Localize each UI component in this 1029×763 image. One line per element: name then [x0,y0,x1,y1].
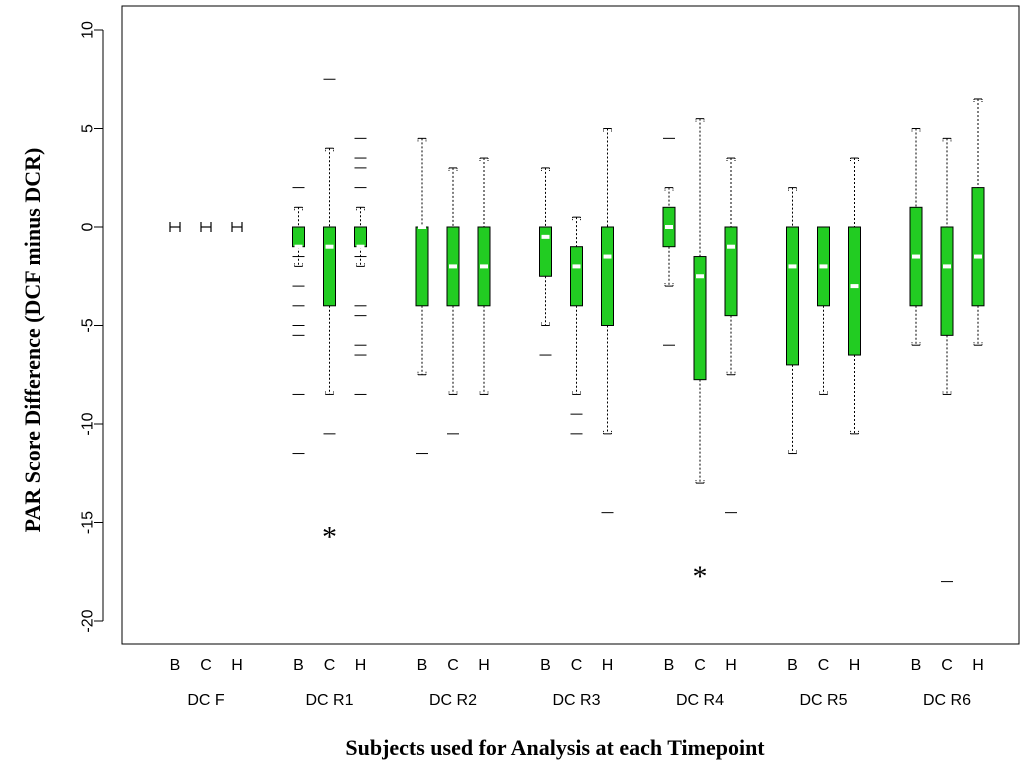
box-group [786,157,861,455]
box-group [909,98,985,583]
y-tick-label: -5 [80,318,97,332]
x-group-label: DC R3 [552,692,600,709]
x-group-label: DC R2 [429,692,477,709]
x-group-label: DC R5 [799,692,847,709]
x-sub-label: B [170,657,181,674]
box [539,226,552,277]
y-tick-label: 0 [80,222,97,231]
significance-asterisk: * [693,560,708,593]
box [323,226,336,307]
median-marker [819,264,828,269]
x-axis-labels: B C H DC F B C H DC R1 B C H DC R2 B C H DC R3 B C H DC R4 B… [170,657,984,709]
x-sub-label: H [602,657,614,674]
x-sub-label: C [818,657,830,674]
median-marker [603,254,612,259]
median-marker [572,264,581,269]
box [354,226,367,248]
x-group-label: DC F [187,692,225,709]
x-sub-label: B [417,657,428,674]
median-marker [727,244,735,249]
median-marker [325,244,334,249]
box [601,226,614,326]
median-marker [356,244,365,249]
y-tick-label: -15 [80,511,97,534]
x-sub-label: H [725,657,737,674]
x-sub-label: H [231,657,243,674]
significance-asterisk: * [322,520,337,553]
median-marker [943,264,951,269]
x-sub-label: C [447,657,459,674]
x-sub-label: B [911,657,922,674]
box-group [292,78,367,455]
x-sub-label: C [694,657,706,674]
plot-frame [121,5,1020,645]
y-tick-label: 5 [80,124,97,133]
box [570,246,583,307]
x-sub-label: H [478,657,490,674]
median-marker [696,274,704,279]
y-tick-label: -20 [80,609,97,632]
y-axis: -20 -15 -10 -5 0 5 10 [80,21,104,633]
x-sub-label: H [972,657,984,674]
x-sub-label: C [200,657,212,674]
y-tick-label: -10 [80,412,97,435]
x-sub-label: H [849,657,861,674]
box-group [169,222,243,232]
box [940,226,954,336]
x-sub-label: C [324,657,336,674]
x-sub-label: B [540,657,551,674]
box [415,226,429,307]
median-marker [480,264,488,269]
box [292,226,305,248]
x-sub-label: C [571,657,583,674]
box [971,187,985,307]
y-axis-title: PAR Score Difference (DCF minus DCR) [20,148,45,533]
x-sub-label: B [293,657,304,674]
x-group-label: DC R1 [305,692,353,709]
median-marker [541,234,550,239]
x-group-label: DC R6 [923,692,971,709]
median-marker [850,284,859,289]
median-marker [418,225,426,229]
median-marker [788,264,797,269]
median-marker [294,244,303,249]
y-tick-label: 10 [80,21,97,39]
box [724,226,738,317]
median-marker [449,264,457,269]
box [693,256,707,381]
x-sub-label: B [664,657,675,674]
x-sub-label: B [787,657,798,674]
x-group-label: DC R4 [676,692,724,709]
box-group [415,137,491,455]
median-marker [665,225,673,229]
boxes-layer [169,78,985,583]
box-group [539,128,614,514]
x-sub-label: H [355,657,367,674]
x-axis-title: Subjects used for Analysis at each Timep… [345,735,765,760]
box [786,226,799,366]
x-sub-label: C [941,657,953,674]
box [848,226,861,356]
median-marker [974,254,982,259]
box-group [662,118,738,514]
annotations-layer: ** [322,520,708,592]
median-marker [912,254,920,259]
